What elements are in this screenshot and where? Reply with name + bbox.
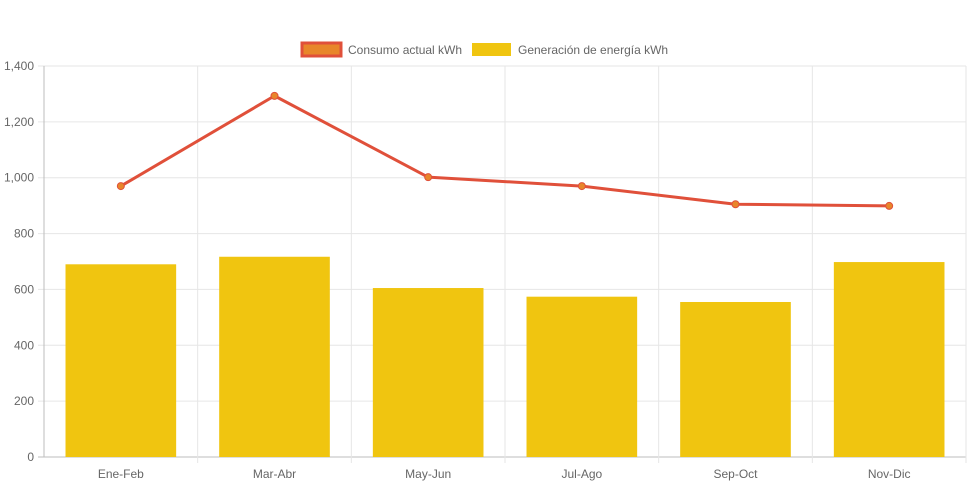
legend-label-consumo[interactable]: Consumo actual kWh: [348, 43, 462, 57]
line-point-may-jun[interactable]: [424, 173, 433, 182]
legend-label-generacion[interactable]: Generación de energía kWh: [518, 43, 668, 57]
y-tick-label: 1,400: [4, 59, 34, 73]
line-series: [116, 91, 894, 210]
legend-swatch-generacion[interactable]: [472, 43, 511, 56]
bar-may-jun[interactable]: [372, 288, 484, 457]
bar-sep-oct[interactable]: [680, 301, 791, 457]
x-tick-label: Mar-Abr: [253, 467, 296, 481]
x-tick-label: May-Jun: [405, 467, 451, 481]
bar-mar-abr[interactable]: [219, 256, 330, 457]
bar-jul-ago[interactable]: [526, 296, 638, 457]
y-tick-label: 1,000: [4, 171, 34, 185]
y-tick-label: 800: [14, 227, 34, 241]
x-tick-label: Nov-Dic: [868, 467, 911, 481]
line-point-mar-abr[interactable]: [270, 91, 279, 100]
grid: [38, 65, 967, 463]
consumo-line: [120, 94, 890, 208]
legend-swatch-consumo[interactable]: [300, 41, 343, 58]
line-point-sep-oct[interactable]: [731, 200, 740, 209]
y-tick-label: 1,200: [4, 115, 34, 129]
bar-nov-dic[interactable]: [833, 262, 945, 457]
x-tick-label: Ene-Feb: [98, 467, 144, 481]
line-point-ene-feb[interactable]: [116, 182, 125, 191]
y-tick-label: 200: [14, 394, 34, 408]
bar-ene-feb[interactable]: [65, 264, 177, 457]
x-axis: Ene-Feb Mar-Abr May-Jun Jul-Ago Sep-Oct Nov-D…: [98, 467, 911, 481]
y-tick-label: 0: [27, 450, 34, 464]
x-tick-label: Jul-Ago: [561, 467, 602, 481]
legend: Consumo actual kWh Generación de energía…: [300, 41, 668, 58]
y-axis: 0 200 400 600 800 1,000 1,200 1,400: [4, 59, 34, 464]
line-point-nov-dic[interactable]: [885, 201, 894, 210]
x-tick-label: Sep-Oct: [713, 467, 758, 481]
line-point-jul-ago[interactable]: [577, 182, 586, 191]
bar-series: [65, 256, 945, 457]
y-tick-label: 400: [14, 338, 34, 352]
y-tick-label: 600: [14, 282, 34, 296]
